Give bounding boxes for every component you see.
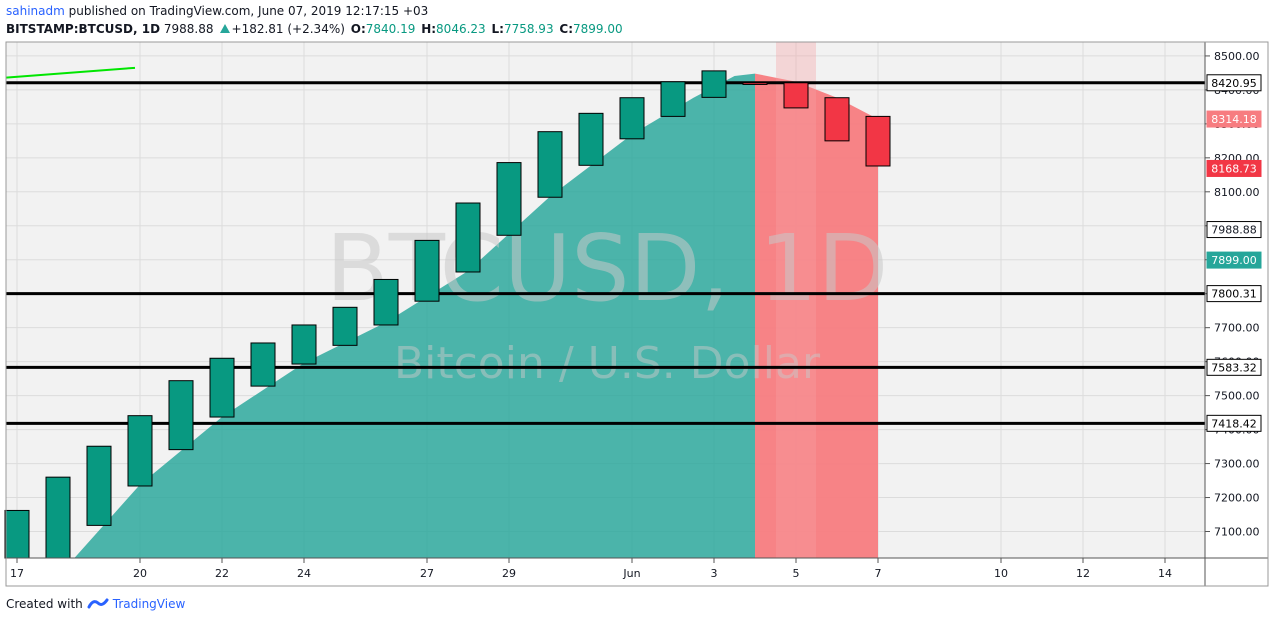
x-tick-label: 12 <box>1076 567 1090 580</box>
symbol-label[interactable]: BITSTAMP:BTCUSD, 1D <box>6 22 161 36</box>
area-down <box>755 73 878 559</box>
candle <box>783 82 809 109</box>
created-with-text: Created with <box>6 597 83 611</box>
price-label: 8314.18 <box>1211 113 1257 126</box>
hline-price-label-bg <box>1206 414 1262 432</box>
tradingview-logo-icon <box>87 598 109 609</box>
x-tick-label: 24 <box>297 567 311 580</box>
y-tick-label: 7700.00 <box>1214 322 1260 335</box>
hline-price-label: 8420.95 <box>1211 77 1257 90</box>
candle <box>660 81 686 117</box>
open-value: 7840.19 <box>365 22 416 36</box>
y-tick-label: 7300.00 <box>1214 458 1260 471</box>
candle <box>455 202 481 273</box>
footer: Created with TradingView <box>6 597 185 611</box>
chart-frame <box>5 41 1269 587</box>
hline-price-label-bg <box>1206 285 1262 303</box>
price-label-bg <box>1206 221 1262 239</box>
price-label-bg <box>1206 159 1262 177</box>
candle <box>291 324 317 365</box>
watermark-symbol: BTCUSD, 1D <box>326 215 889 322</box>
area-up <box>74 73 755 559</box>
candle <box>496 162 522 236</box>
x-tick-label: 29 <box>502 567 516 580</box>
close-label: C: <box>559 22 574 36</box>
hline-price-label: 7800.31 <box>1211 288 1257 301</box>
x-tick-label: 20 <box>133 567 147 580</box>
candle <box>373 278 399 326</box>
candle <box>701 70 727 98</box>
trendline[interactable] <box>5 66 136 79</box>
high-label: H: <box>421 22 437 36</box>
price-labels: 8420.95 7800.31 7583.32 7418.42 8314.18 8168.… <box>1206 74 1262 432</box>
candle <box>168 380 194 451</box>
y-tick-label: 8500.00 <box>1214 50 1260 63</box>
candle <box>537 131 563 198</box>
candle <box>127 415 153 487</box>
candle <box>824 97 850 142</box>
publish-info: sahinadm published on TradingView.com, J… <box>6 4 428 18</box>
up-arrow-icon <box>219 24 230 33</box>
candles <box>4 70 891 559</box>
x-tick-label: 5 <box>793 567 800 580</box>
y-tick-label: 7100.00 <box>1214 526 1260 539</box>
tradingview-link[interactable]: TradingView <box>112 597 186 611</box>
candle <box>209 357 235 418</box>
price-change: +182.81 (+2.34%) <box>231 22 345 36</box>
open-label: O: <box>350 22 366 36</box>
y-tick-label: 7200.00 <box>1214 492 1260 505</box>
ohlc-legend: BITSTAMP:BTCUSD, 1D 7988.88 +182.81 (+2.3… <box>6 22 623 36</box>
candle <box>250 342 276 387</box>
watermark-description: Bitcoin / U.S. Dollar <box>394 338 821 389</box>
low-value: 7758.93 <box>503 22 554 36</box>
candle <box>865 115 891 167</box>
close-value: 7899.00 <box>573 22 623 36</box>
price-label: 7899.00 <box>1211 254 1257 267</box>
published-text: published on TradingView.com, June 07, 2… <box>68 4 429 18</box>
hline-price-label-bg <box>1206 74 1262 92</box>
x-tick-label: 27 <box>420 567 434 580</box>
low-label: L: <box>491 22 504 36</box>
horizontal-lines[interactable] <box>6 81 1205 425</box>
candle <box>45 476 71 559</box>
price-label: 7988.88 <box>1211 224 1257 237</box>
high-value: 8046.23 <box>436 22 486 36</box>
hline-price-label: 7418.42 <box>1211 417 1257 430</box>
x-tick-label: Jun <box>622 567 640 580</box>
candle <box>86 445 112 526</box>
y-tick-label: 7500.00 <box>1214 390 1260 403</box>
trend-line <box>5 66 136 79</box>
candle <box>332 306 358 346</box>
price-label-bg <box>1206 251 1262 269</box>
candle <box>4 509 30 559</box>
candle <box>619 97 645 140</box>
hline-price-label: 7583.32 <box>1211 361 1257 374</box>
candle <box>578 112 604 166</box>
author-link[interactable]: sahinadm <box>6 4 65 18</box>
y-tick-label: 8100.00 <box>1214 186 1260 199</box>
x-tick-label: 14 <box>1158 567 1172 580</box>
hline-price-label-bg <box>1206 358 1262 376</box>
x-tick-label: 10 <box>994 567 1008 580</box>
x-tick-label: 7 <box>875 567 882 580</box>
last-price: 7988.88 <box>163 22 214 36</box>
price-label: 8168.73 <box>1211 162 1257 175</box>
candle <box>414 239 440 302</box>
x-tick-label: 17 <box>10 567 24 580</box>
x-tick-label: 22 <box>215 567 229 580</box>
price-label-bg <box>1206 110 1262 128</box>
area-fill <box>74 73 878 559</box>
candle <box>742 82 768 85</box>
time-axis[interactable]: 17 20 22 24 27 29 Jun 3 5 7 10 12 14 <box>10 558 1172 580</box>
bar-highlight <box>776 42 816 558</box>
x-tick-label: 3 <box>711 567 718 580</box>
